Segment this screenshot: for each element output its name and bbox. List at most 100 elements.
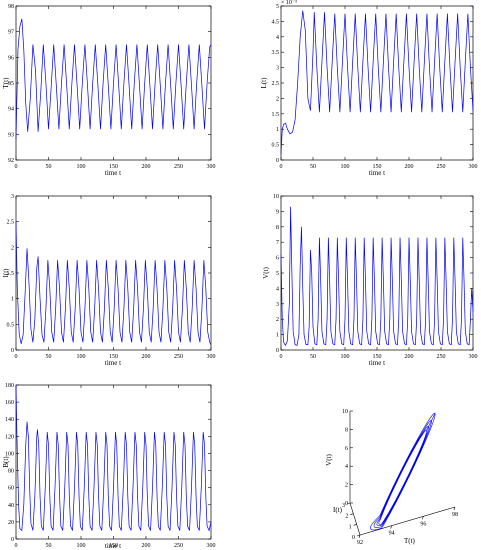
x-tick [453,506,456,511]
z-tick-label: 0 [345,501,348,507]
chart-T: 0 50 100 150 200 250 300 92 93 94 95 96 97 98 time t… [2,4,216,177]
x-tick-label: 100 [77,354,86,360]
x-tick-label: 150 [373,354,382,360]
phase-trajectory [370,412,436,531]
y-tick-label: 100 [5,451,14,457]
y-tick-label: 2 [276,96,279,102]
chart-B: 0 50 100 150 200 250 300 0 20 40 60 80 100 120 140 160… [2,383,216,550]
y-tick-label: 8 [276,225,279,231]
x-tick-label: 100 [77,164,86,170]
y-tick [346,502,351,505]
x-tick-label: 0 [15,354,18,360]
y-ticks: 0 20 40 60 80 100 120 140 160 180 [5,383,211,543]
x-ticks: 0 50 100 150 200 250 300 [15,385,216,549]
x-tick-label: 92 [357,540,363,546]
chart-I: 0 50 100 150 200 250 300 00.511.522.53 time t … [2,194,216,367]
x-tick-label: 50 [46,164,52,170]
x-tick-label: 50 [310,164,316,170]
y-tick-label: 2.5 [7,220,15,226]
x-tick-label: 50 [310,354,316,360]
y-tick-label: 6 [276,256,279,262]
y-tick-label: 93 [8,132,14,138]
y-tick-label: 1.5 [7,271,15,277]
y-tick-label: 160 [5,400,14,406]
y-tick-label: 10 [273,194,279,200]
y-tick-label: 98 [8,4,14,10]
plot-frame [15,195,212,351]
x-tick-label: 250 [174,164,183,170]
y-tick-label: 2 [11,245,14,251]
y-tick-label: 4 [276,286,279,292]
y-tick-label: 3.5 [272,50,280,56]
y-tick-label: 97 [8,30,14,36]
y-tick-label: 3 [11,194,14,200]
y-axis-label: I(t) [2,268,10,278]
y-tick [350,513,354,515]
chart-V: 0 50 100 150 200 250 300 0 1 2 3 4 5 6 7 8 9 10 time t V… [262,194,478,367]
y-tick-label: 96 [8,55,14,61]
x-tick-label: 0 [15,164,18,170]
x-tick-label: 50 [46,543,52,549]
y-axis-label: V(t) [262,267,270,279]
x-ticks: 0 50 100 150 200 250 300 [280,6,478,170]
y-tick-label: 7 [276,240,279,246]
x-tick [358,534,361,539]
y-tick-label: 4 [276,35,279,41]
series-line [280,206,474,347]
trajectory-line [370,412,436,531]
x-tick-label: 0 [15,543,18,549]
series-line [15,384,212,532]
y-tick-label: 1 [276,333,279,339]
series-line [15,18,212,140]
y-tick-label: 0.5 [7,322,15,328]
x-tick-label: 0 [280,354,283,360]
x-tick-label: 300 [469,164,478,170]
y-tick-label: 4.5 [272,19,280,25]
y-tick [353,524,357,526]
x-tick-label: 150 [109,354,118,360]
y-tick-label: 1.5 [272,112,280,118]
y-tick-label: 3 [276,66,279,72]
y-axis-label: I(t) [333,506,343,514]
x-tick-label: 250 [437,164,446,170]
x-tick-label: 94 [389,531,395,537]
x-tick-label: 250 [174,354,183,360]
x-ticks: 0 50 100 150 200 250 300 [15,196,216,360]
x-tick-label: 300 [207,354,216,360]
z-tick-label: 4 [345,464,348,470]
y-axis-label: L(t) [260,77,268,89]
y-tick-label: 9 [276,209,279,215]
y-tick-label: 92 [8,158,14,164]
x-axis-label: time t [105,359,121,367]
x-tick-label: 200 [405,164,414,170]
z-tick-label: 8 [345,427,348,433]
x-tick-label: 150 [109,164,118,170]
y-tick-label: 20 [8,520,14,526]
z-tick-label: 2 [345,483,348,489]
x-tick-label: 100 [77,543,86,549]
x-tick-label: 200 [405,354,414,360]
x-tick-label: 250 [174,543,183,549]
y-tick-label: 140 [5,417,14,423]
y-ticks: 92 93 94 95 96 97 98 [8,4,211,164]
y-tick-label: 1 [276,127,279,133]
x-tick-label: 150 [109,543,118,549]
y-tick-label: 95 [8,81,14,87]
y-tick-label: 2 [345,514,348,520]
y-tick-label: 180 [5,383,14,389]
y-tick-label: 2.5 [272,81,280,87]
x-axis-label: T(t) [404,537,416,545]
y-tick-label: 5 [276,271,279,277]
y-tick-label: 0 [11,537,14,543]
x-axis-label: time t [369,359,385,367]
series-line [280,10,474,154]
x-tick-label: 300 [207,164,216,170]
series-line [15,221,212,346]
x-tick-label: 200 [142,354,151,360]
x-ticks: 0 50 100 150 200 250 300 [280,196,478,360]
y-tick-label: 94 [8,107,14,113]
x-tick-label: 200 [142,164,151,170]
y-tick-label: 3 [276,302,279,308]
